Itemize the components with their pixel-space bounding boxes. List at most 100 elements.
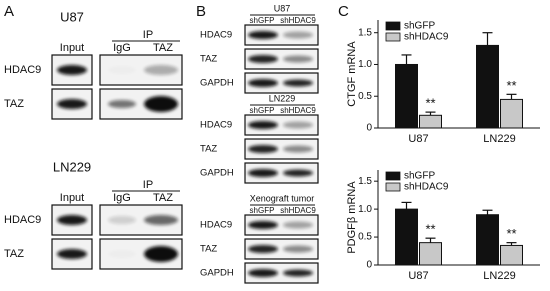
lane-label: shHDAC9	[280, 106, 316, 115]
y-tick-label: 1.5	[358, 176, 372, 187]
y-tick-label: 1.5	[358, 27, 372, 38]
lane-label: shHDAC9	[280, 16, 316, 25]
band	[283, 145, 313, 153]
y-axis-label: CTGF mRNA	[346, 41, 358, 107]
error-bar	[401, 201, 412, 210]
x-tick-label: LN229	[483, 270, 515, 282]
lane-label: shGFP	[250, 16, 275, 25]
band	[283, 269, 313, 277]
error-bar	[482, 209, 493, 215]
legend-swatch	[385, 32, 401, 42]
row-label: HDAC9	[4, 214, 41, 226]
legend-label: shGFP	[404, 21, 435, 32]
band	[283, 121, 313, 129]
bar	[419, 114, 442, 129]
band	[248, 55, 278, 63]
band	[108, 250, 136, 258]
blot-title: U87	[274, 3, 291, 13]
blot	[244, 24, 319, 46]
band	[57, 249, 87, 259]
error-bar	[401, 54, 412, 65]
band	[283, 79, 313, 87]
y-tick-label: 0	[366, 260, 372, 271]
legend-swatch	[385, 182, 401, 192]
ip-label: IP	[143, 179, 153, 191]
band	[144, 215, 178, 225]
significance: **	[425, 96, 435, 111]
bar	[500, 98, 523, 129]
blot-title: U87	[60, 9, 84, 24]
x-tick-label: U87	[408, 270, 428, 282]
row-label: GAPDH	[200, 268, 234, 279]
row-label: TAZ	[4, 248, 24, 260]
row-label: HDAC9	[200, 30, 232, 41]
blot-title: LN229	[269, 93, 296, 103]
blot	[244, 138, 319, 160]
panel-label: A	[4, 3, 14, 20]
lane-label: shGFP	[250, 206, 275, 215]
band	[283, 55, 313, 63]
row-label: TAZ	[200, 244, 217, 255]
significance: **	[506, 78, 516, 93]
column-label: TAZ	[153, 42, 173, 54]
error-bar	[425, 237, 436, 243]
y-tick-label: 0.5	[358, 232, 372, 243]
legend-label: shHDAC9	[404, 182, 449, 193]
error-bar	[506, 93, 517, 100]
column-label: Input	[60, 42, 84, 54]
band	[144, 65, 178, 75]
band	[283, 31, 313, 39]
blot-title: LN229	[53, 159, 91, 174]
row-label: TAZ	[200, 54, 217, 65]
lane-label: shHDAC9	[280, 206, 316, 215]
band	[248, 269, 278, 277]
panel-label: C	[338, 3, 349, 20]
row-label: GAPDH	[200, 78, 234, 89]
blot	[244, 114, 319, 136]
band	[108, 216, 136, 224]
band	[248, 145, 278, 153]
error-bar	[425, 111, 436, 116]
y-tick-label: 1.0	[358, 59, 372, 70]
error-bar	[506, 242, 517, 246]
band	[57, 215, 87, 225]
y-tick-label: 0.5	[358, 91, 372, 102]
legend-swatch	[385, 171, 401, 181]
band	[248, 79, 278, 87]
band	[248, 121, 278, 129]
band	[108, 100, 136, 108]
legend-label: shGFP	[404, 171, 435, 182]
bar	[500, 244, 523, 266]
row-label: HDAC9	[200, 120, 232, 131]
band	[283, 221, 313, 229]
y-tick-label: 1.0	[358, 204, 372, 215]
band	[57, 65, 87, 75]
row-label: TAZ	[4, 98, 24, 110]
band	[144, 96, 178, 112]
bar	[395, 63, 418, 129]
y-axis-label: PDGFβ mRNA	[346, 181, 358, 254]
band	[248, 221, 278, 229]
significance: **	[506, 226, 516, 241]
blot	[244, 162, 319, 184]
lane-label: shGFP	[250, 106, 275, 115]
legend-swatch	[385, 21, 401, 31]
row-label: HDAC9	[200, 220, 232, 231]
column-label: IgG	[113, 192, 131, 204]
blot	[244, 238, 319, 260]
bar	[476, 214, 499, 266]
blot	[244, 262, 319, 284]
blot	[244, 214, 319, 236]
row-label: TAZ	[200, 144, 217, 155]
row-label: GAPDH	[200, 168, 234, 179]
blot-title: Xenograft tumor	[250, 193, 315, 203]
x-tick-label: U87	[408, 133, 428, 145]
band	[248, 169, 278, 177]
panel-label: B	[196, 3, 206, 20]
band	[248, 245, 278, 253]
x-tick-label: LN229	[483, 133, 515, 145]
column-label: TAZ	[153, 192, 173, 204]
blot	[244, 48, 319, 70]
band	[283, 169, 313, 177]
